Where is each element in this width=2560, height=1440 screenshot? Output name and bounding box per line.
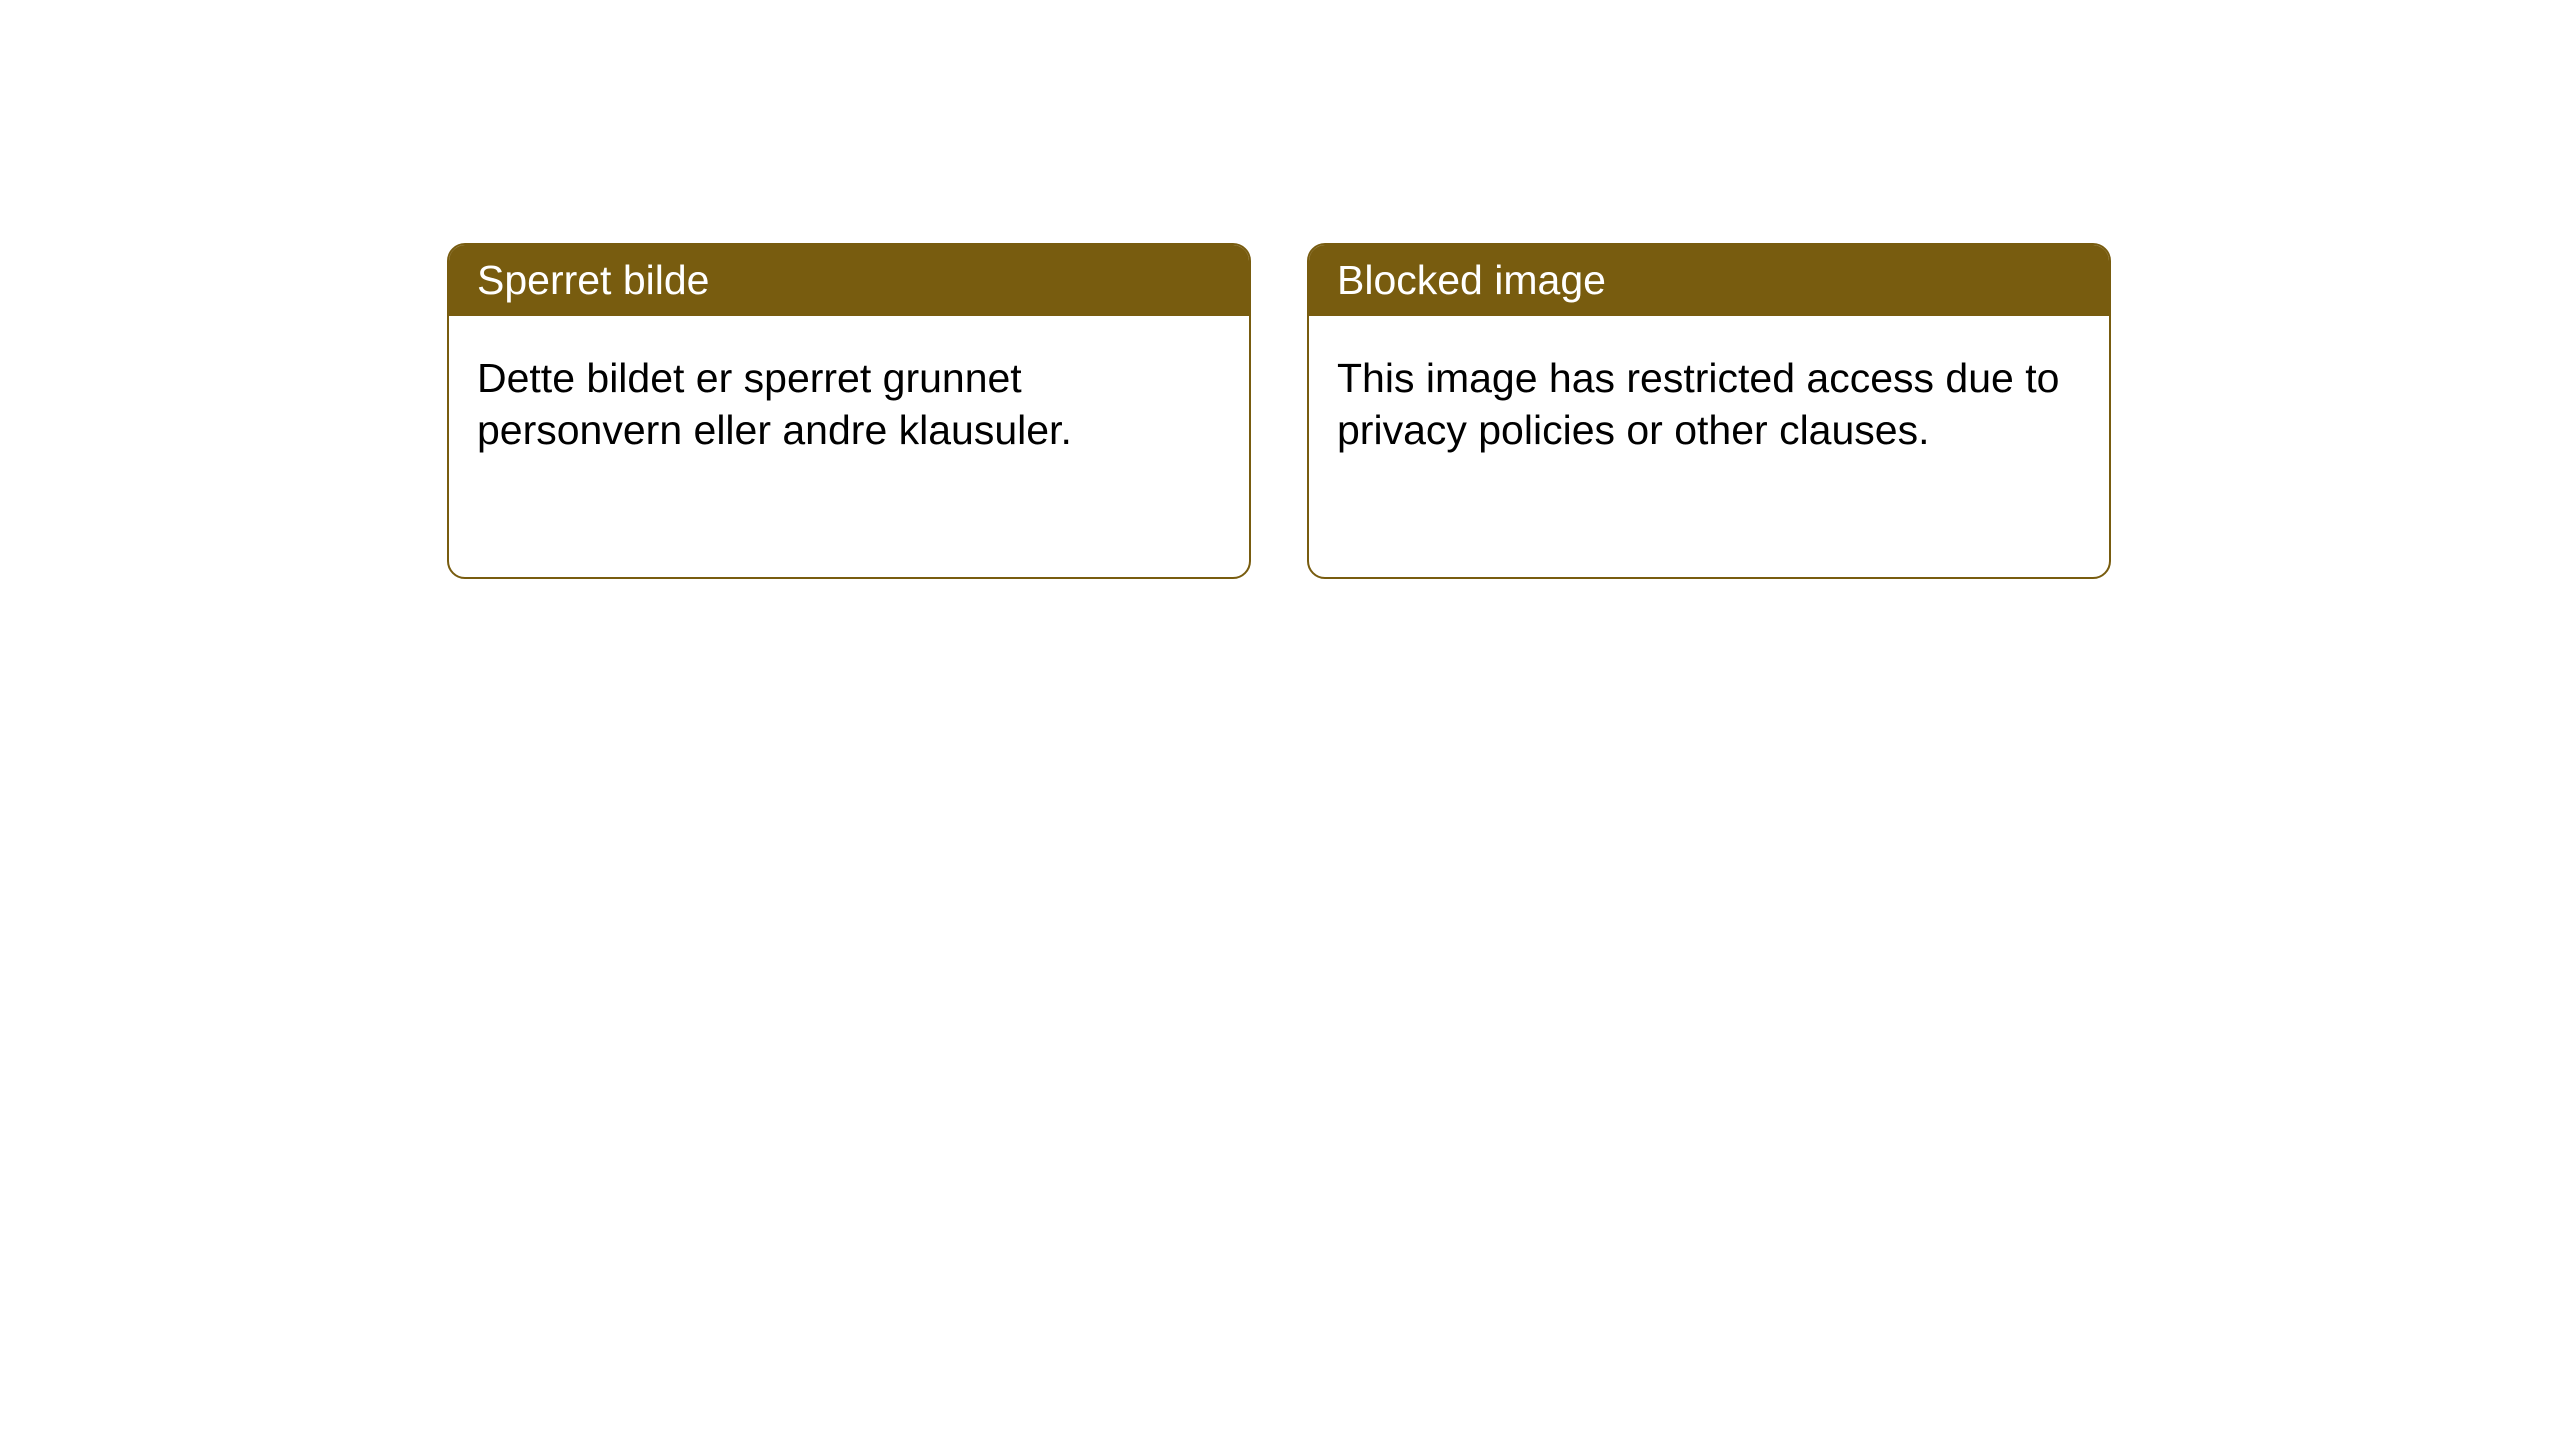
card-title: Sperret bilde <box>477 257 709 303</box>
card-title: Blocked image <box>1337 257 1606 303</box>
card-message: This image has restricted access due to … <box>1337 355 2059 453</box>
notice-card-english: Blocked image This image has restricted … <box>1307 243 2111 579</box>
notice-container: Sperret bilde Dette bildet er sperret gr… <box>447 243 2111 579</box>
card-header: Blocked image <box>1309 245 2109 316</box>
card-body: This image has restricted access due to … <box>1309 316 2109 493</box>
card-body: Dette bildet er sperret grunnet personve… <box>449 316 1249 493</box>
card-header: Sperret bilde <box>449 245 1249 316</box>
notice-card-norwegian: Sperret bilde Dette bildet er sperret gr… <box>447 243 1251 579</box>
card-message: Dette bildet er sperret grunnet personve… <box>477 355 1072 453</box>
